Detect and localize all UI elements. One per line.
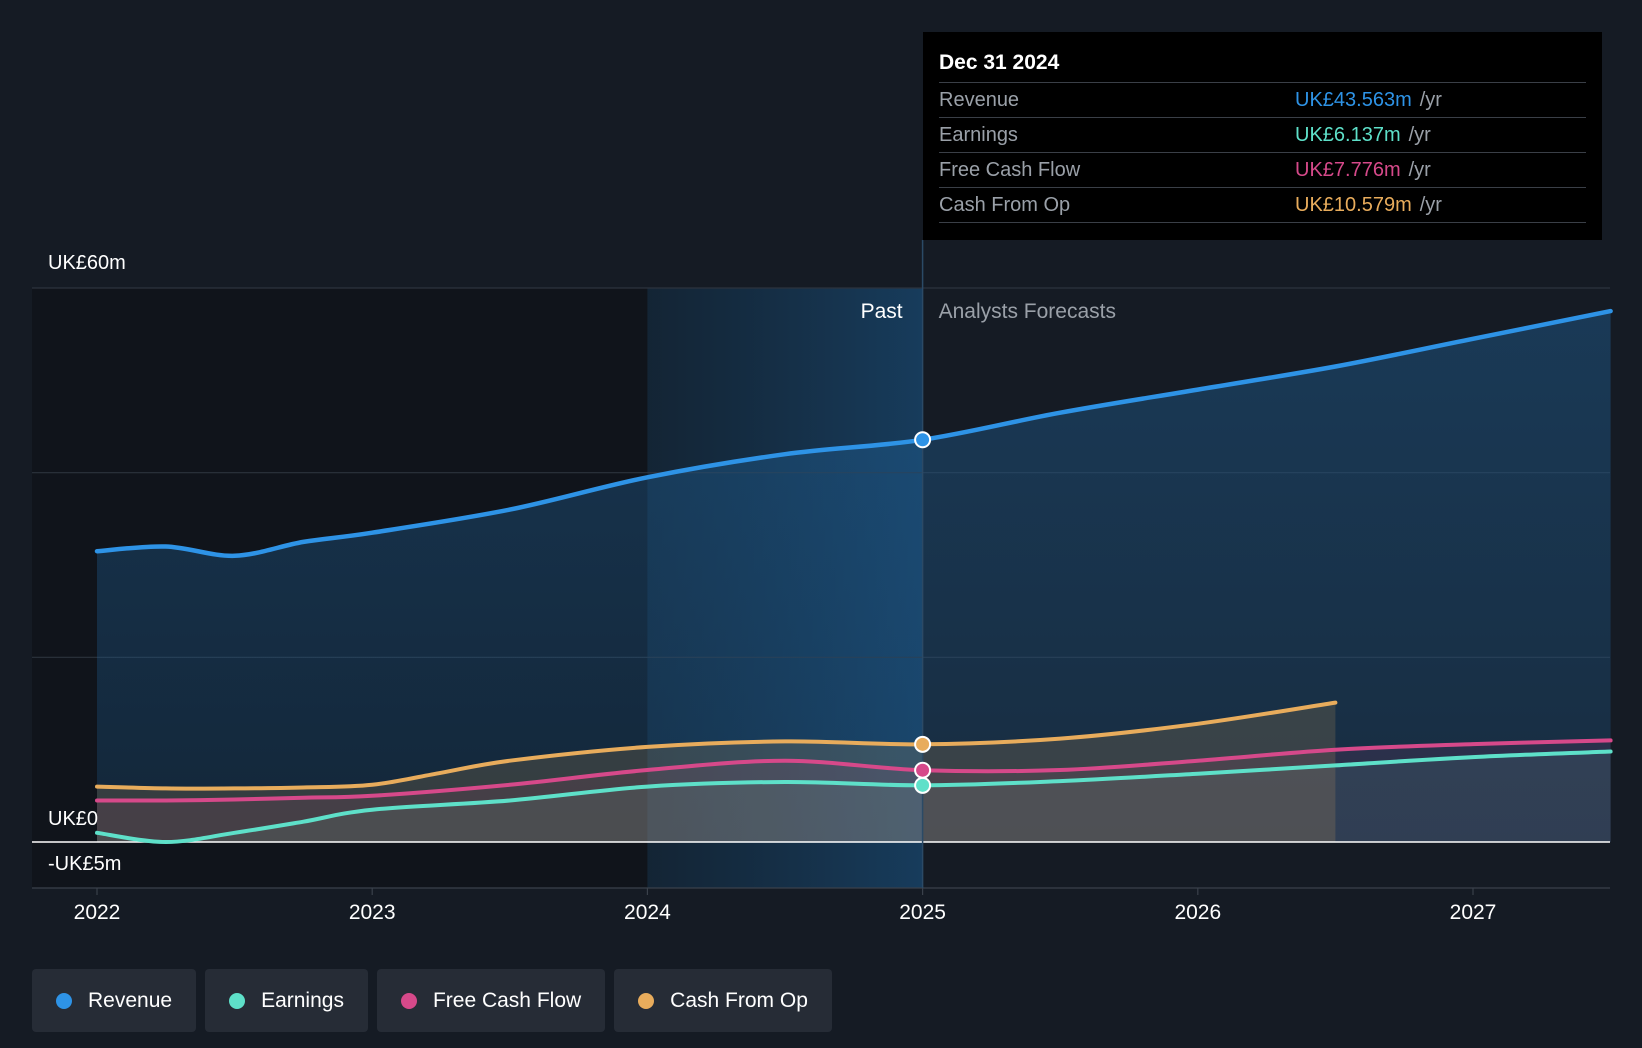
- past-label: Past: [860, 300, 903, 323]
- legend-dot-icon: [400, 992, 417, 1009]
- x-tick-label-2024: 2024: [624, 901, 671, 924]
- tooltip-row-revenue: Revenue UK£43.563m /yr: [939, 83, 1586, 118]
- legend-label: Cash From Op: [670, 988, 808, 1012]
- x-tick-label-2025: 2025: [899, 901, 946, 924]
- highlight-points: [914, 431, 932, 794]
- legend-dot-icon: [638, 992, 655, 1009]
- area-revenue: [97, 311, 1611, 843]
- tooltip-value: UK£43.563m: [1295, 89, 1412, 111]
- series-lines: [32, 308, 1613, 844]
- line-cash-from-op: [95, 700, 1338, 791]
- legend: Revenue Earnings Free Cash Flow Cash Fro…: [32, 969, 832, 1032]
- legend-dot-icon: [229, 992, 246, 1009]
- legend-item-revenue[interactable]: Revenue: [32, 969, 197, 1032]
- legend-dot-icon: [56, 992, 72, 1009]
- point-free-cash-flow: [914, 761, 932, 779]
- tooltip-value: UK£10.579m: [1295, 194, 1412, 216]
- tooltip: Dec 31 2024 Revenue UK£43.563m /yr Earni…: [923, 32, 1602, 240]
- tooltip-label: Cash From Op: [939, 194, 1071, 216]
- tooltip-value: UK£7.776m: [1295, 159, 1401, 181]
- x-tick-label-2023: 2023: [348, 901, 396, 924]
- tooltip-value: UK£6.137m: [1295, 124, 1401, 146]
- line-free-cash-flow: [95, 738, 1613, 803]
- legend-label: Revenue: [88, 988, 173, 1012]
- line-earnings: [95, 749, 1613, 844]
- legend-label: Earnings: [261, 988, 344, 1012]
- y-tick-label-bottom: -UK£5m: [48, 853, 122, 875]
- tooltip-row-earnings: Earnings UK£6.137m /yr: [939, 118, 1586, 153]
- y-tick-label-top: UK£60m: [48, 252, 126, 274]
- forecast-label: Analysts Forecasts: [938, 300, 1116, 323]
- point-cash-from-op: [914, 735, 932, 753]
- tooltip-unit: /yr: [1408, 124, 1431, 146]
- legend-item-cash-from-op[interactable]: Cash From Op: [614, 969, 832, 1032]
- tooltip-unit: /yr: [1419, 89, 1442, 111]
- tooltip-label: Free Cash Flow: [939, 159, 1081, 181]
- x-tick-label-2026: 2026: [1174, 901, 1222, 924]
- point-earnings: [914, 776, 932, 794]
- x-tick-label-2022: 2022: [73, 901, 121, 924]
- point-revenue: [914, 431, 932, 449]
- y-tick-label-zero: UK£0: [48, 808, 99, 830]
- legend-item-free-cash-flow[interactable]: Free Cash Flow: [376, 969, 606, 1032]
- tooltip-label: Revenue: [939, 89, 1020, 111]
- tooltip-date: Dec 31 2024: [939, 46, 1586, 83]
- tooltip-row-cash-from-op: Cash From Op UK£10.579m /yr: [939, 188, 1586, 223]
- area-free-cash-flow: [97, 740, 1611, 842]
- x-tick-label-2027: 2027: [1449, 901, 1497, 924]
- series-areas: [97, 311, 1611, 843]
- tooltip-row-free-cash-flow: Free Cash Flow UK£7.776m /yr: [939, 153, 1586, 188]
- tooltip-unit: /yr: [1408, 159, 1431, 181]
- legend-label: Free Cash Flow: [432, 988, 582, 1012]
- x-axis-ticks: [96, 888, 1474, 895]
- line-revenue: [94, 308, 1613, 559]
- tooltip-unit: /yr: [1419, 194, 1442, 216]
- area-earnings: [97, 751, 1611, 842]
- legend-item-earnings[interactable]: Earnings: [205, 969, 368, 1032]
- tooltip-label: Earnings: [939, 124, 1018, 146]
